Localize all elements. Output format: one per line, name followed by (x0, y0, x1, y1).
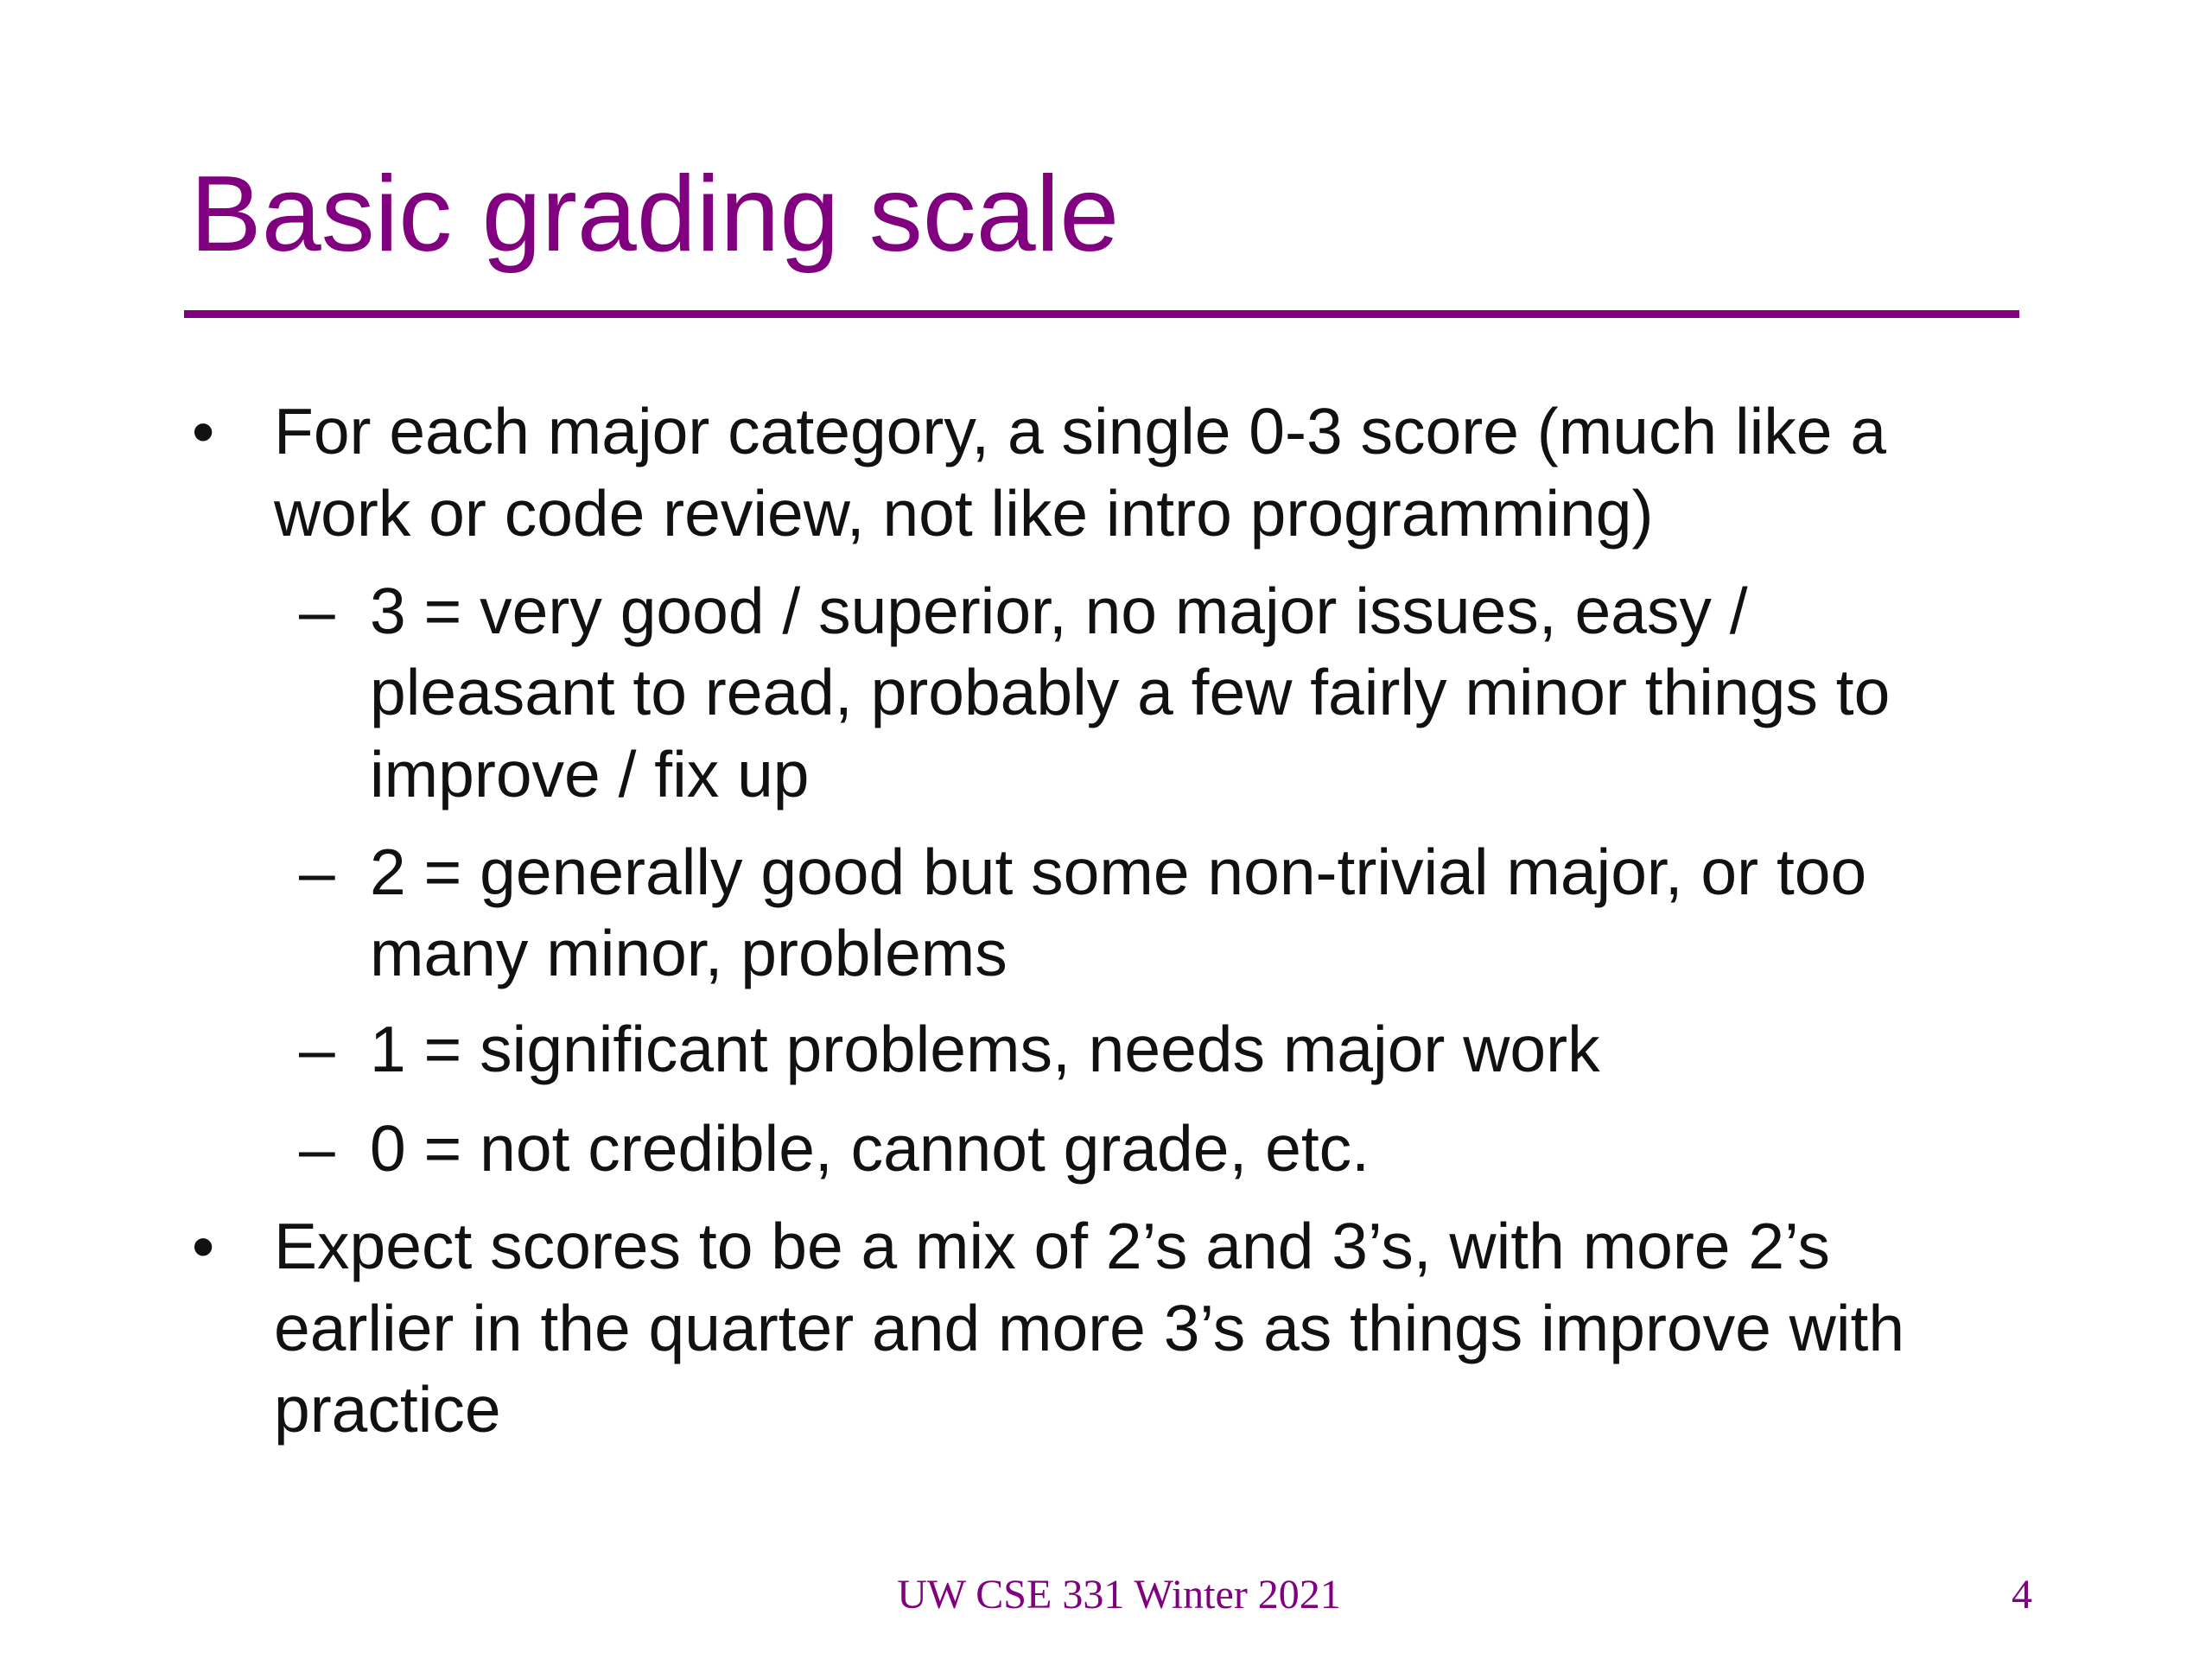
sub-bullet-line: pleasant to read, probably a few fairly … (370, 656, 1891, 728)
bullet-line: Expect scores to be a mix of 2’s and 3’s… (274, 1210, 1830, 1282)
slide-title: Basic grading scale (190, 155, 1120, 274)
bullet-line: work or code review, not like intro prog… (274, 477, 1654, 550)
bullet-marker: • (192, 395, 215, 467)
bullet-line: earlier in the quarter and more 3’s as t… (274, 1292, 1905, 1364)
dash-marker: – (299, 836, 335, 908)
sub-bullet-line: improve / fix up (370, 738, 810, 810)
dash-marker: – (299, 1013, 335, 1085)
dash-marker: – (299, 1112, 335, 1185)
bullet-marker: • (192, 1210, 215, 1282)
bullet-line: practice (274, 1373, 501, 1446)
sub-bullet-line: 0 = not credible, cannot grade, etc. (370, 1112, 1370, 1185)
title-divider (184, 310, 2019, 318)
footer-text: UW CSE 331 Winter 2021 (897, 1572, 1341, 1618)
sub-bullet-line: many minor, problems (370, 917, 1007, 989)
sub-bullet-line: 1 = significant problems, needs major wo… (370, 1013, 1600, 1085)
dash-marker: – (299, 575, 335, 647)
sub-bullet-line: 2 = generally good but some non-trivial … (370, 836, 1867, 908)
page-number: 4 (2012, 1572, 2032, 1618)
bullet-line: For each major category, a single 0-3 sc… (274, 395, 1887, 467)
sub-bullet-line: 3 = very good / superior, no major issue… (370, 575, 1748, 647)
